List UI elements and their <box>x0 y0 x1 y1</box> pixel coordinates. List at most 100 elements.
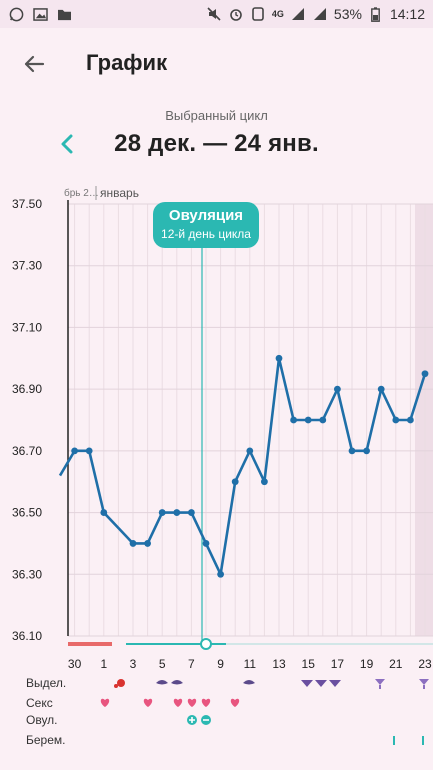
temperature-point <box>188 509 195 516</box>
x-tick-label: 13 <box>272 657 286 671</box>
temperature-point <box>261 478 268 486</box>
temperature-point <box>304 416 312 424</box>
heart-icon <box>173 698 183 707</box>
temperature-point <box>407 416 414 424</box>
alarm-icon <box>228 7 244 21</box>
temperature-chart[interactable]: 37.50 37.30 37.10 36.90 36.70 36.50 36.30 36.10… <box>0 178 433 770</box>
temperature-point <box>129 540 137 547</box>
y-tick-label: 36.30 <box>12 567 42 581</box>
discharge-icon <box>243 680 255 685</box>
cycle-range: 28 дек. — 24 янв. <box>114 130 319 157</box>
temperature-point <box>202 540 210 547</box>
y-tick-label: 37.10 <box>12 320 42 334</box>
temperature-point <box>100 509 108 516</box>
plot-area <box>68 204 433 636</box>
month-label-prev: брь 2… <box>64 187 99 199</box>
mute-icon <box>206 7 222 21</box>
pregnancy-test-icon <box>393 736 395 745</box>
fertile-bar <box>126 643 226 645</box>
image-icon <box>32 7 48 21</box>
x-tick-label: 15 <box>302 657 316 671</box>
plus-glyph <box>189 717 195 723</box>
discharge-icon <box>301 680 313 687</box>
temperature-point <box>217 570 225 578</box>
y-tick-label: 36.70 <box>12 444 42 458</box>
discharge-icon <box>156 680 168 685</box>
discharge-icon <box>171 680 183 685</box>
x-tick-label: 1 <box>100 657 107 671</box>
arrow-left-icon <box>24 55 45 73</box>
heart-icon <box>230 698 240 707</box>
status-bar: 4G 53% 14:12 <box>0 0 433 28</box>
battery-icon <box>368 6 384 22</box>
folder-icon <box>56 7 72 21</box>
chevron-left-icon <box>61 134 73 154</box>
temperature-point <box>71 447 78 455</box>
heart-icon <box>100 698 110 707</box>
row-label: Выдел. <box>26 676 66 690</box>
heart-icon <box>143 698 153 707</box>
today-band <box>415 204 433 636</box>
y-tick-label: 37.30 <box>12 259 42 273</box>
temperature-point <box>173 509 181 516</box>
temperature-point <box>85 447 93 455</box>
discharge-icon <box>315 680 327 687</box>
signal-icon <box>290 7 306 21</box>
signal-icon-2 <box>312 7 328 21</box>
app-bar: График <box>0 28 433 100</box>
chart-svg: 37.50 37.30 37.10 36.90 36.70 36.50 36.30 36.10… <box>12 186 433 747</box>
discharge-icon <box>419 679 429 689</box>
y-tick-label: 36.50 <box>12 506 42 520</box>
temperature-point <box>319 416 327 424</box>
x-tick-label: 3 <box>130 657 137 671</box>
x-tick-label: 17 <box>331 657 345 671</box>
cycle-bar <box>226 643 433 645</box>
x-tick-label: 21 <box>389 657 403 671</box>
temperature-point <box>348 447 356 455</box>
row-label: Берем. <box>26 733 65 747</box>
x-tick-label: 19 <box>360 657 374 671</box>
temperature-point <box>290 416 297 424</box>
y-tick-label: 36.10 <box>12 629 42 643</box>
x-tick-label: 9 <box>217 657 224 671</box>
ovulation-subtitle: 12-й день цикла <box>161 227 251 241</box>
network-type: 4G <box>271 9 284 19</box>
temperature-point <box>231 478 239 486</box>
temperature-point <box>392 416 400 424</box>
month-label-current: январь <box>100 186 139 200</box>
x-tick-label: 7 <box>188 657 195 671</box>
back-button[interactable] <box>20 50 48 78</box>
cast-icon <box>250 7 266 21</box>
temperature-point <box>158 509 166 516</box>
cycle-selector: 28 дек. — 24 янв. <box>0 128 433 160</box>
previous-cycle-button[interactable] <box>56 132 78 156</box>
pregnancy-test-icon <box>422 736 424 745</box>
y-tick-label: 37.50 <box>12 197 42 211</box>
temperature-point <box>275 354 283 362</box>
heart-icon <box>201 698 211 707</box>
temperature-point <box>334 385 341 393</box>
temperature-point <box>421 370 429 378</box>
ovulation-title: Овуляция <box>168 207 244 224</box>
y-tick-label: 36.90 <box>12 382 42 396</box>
heart-icon <box>187 698 197 707</box>
temperature-point <box>363 447 370 455</box>
x-tick-label: 23 <box>418 657 432 671</box>
temperature-point <box>144 540 152 547</box>
x-tick-label: 5 <box>159 657 166 671</box>
page-title: График <box>86 50 168 75</box>
temperature-point <box>377 385 385 393</box>
period-bar <box>68 642 112 646</box>
ovulation-marker[interactable]: Овуляция 12-й день цикла <box>153 202 259 248</box>
clock: 14:12 <box>389 6 425 22</box>
x-tick-label: 11 <box>244 657 257 671</box>
row-label: Секс <box>26 696 53 710</box>
ovulation-day-dot <box>200 638 212 650</box>
temperature-point <box>246 447 254 455</box>
cycle-label: Выбранный цикл <box>165 108 268 123</box>
whatsapp-icon <box>8 7 24 21</box>
row-label: Овул. <box>26 713 58 727</box>
blood-icon <box>117 679 125 687</box>
x-tick-label: 30 <box>68 657 82 671</box>
battery-percent: 53% <box>333 6 362 22</box>
